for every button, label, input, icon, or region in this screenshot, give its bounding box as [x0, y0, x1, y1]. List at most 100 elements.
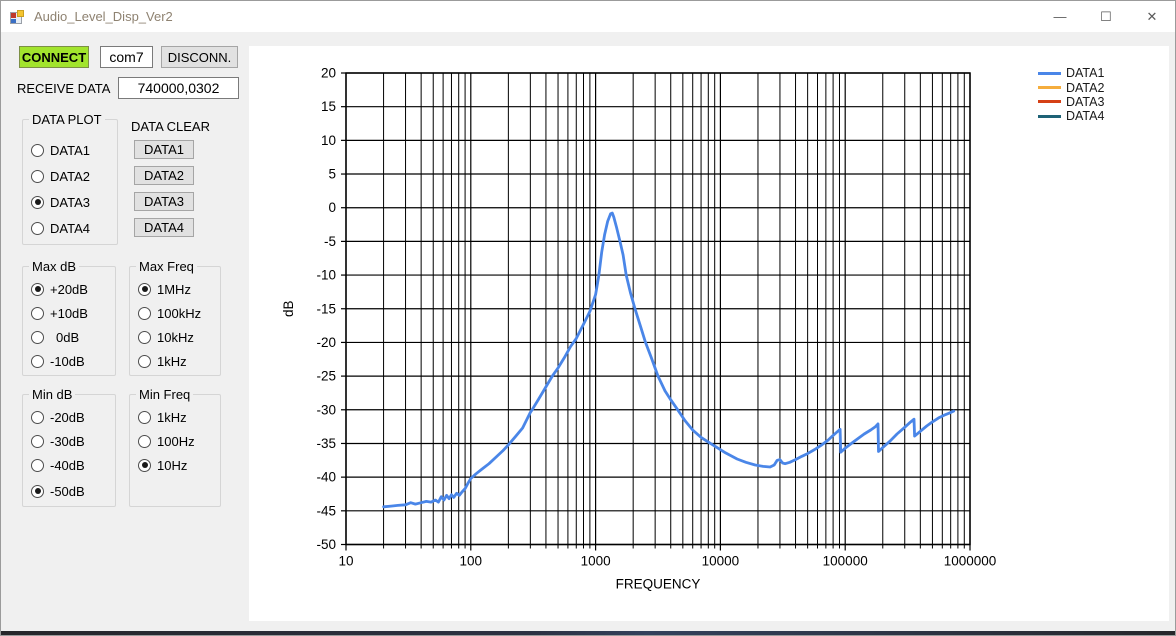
svg-text:-15: -15: [316, 301, 336, 316]
app-icon: [10, 9, 26, 24]
frequency-response-chart: 10 100 1000 10000 100000 1000000 20 15 10 5 0 -5 -10…: [281, 66, 997, 592]
radio-indicator: [31, 434, 44, 448]
data-clear-title: DATA CLEAR: [131, 119, 210, 134]
radio-indicator: [138, 282, 151, 296]
max-freq-radio-100khz[interactable]: 100kHz: [138, 305, 201, 321]
connect-button[interactable]: CONNECT: [19, 46, 89, 68]
min-freq-group: Min Freq 1kHz 100Hz 10Hz: [129, 387, 221, 507]
svg-text:-10: -10: [316, 268, 336, 283]
svg-text:10: 10: [321, 133, 336, 148]
svg-text:10000: 10000: [702, 554, 740, 569]
svg-text:5: 5: [328, 167, 336, 182]
radio-indicator: [31, 143, 44, 157]
com-port-field[interactable]: com7: [100, 46, 153, 68]
legend-line-data3: [1038, 100, 1061, 104]
radio-indicator: [138, 410, 151, 424]
svg-text:-20: -20: [316, 335, 336, 350]
svg-text:10: 10: [338, 554, 353, 569]
min-db-radio-minus20[interactable]: -20dB: [31, 409, 85, 425]
data-plot-radio-data2[interactable]: DATA2: [31, 168, 90, 184]
legend-item-data4: DATA4: [1038, 109, 1104, 123]
svg-text:FREQUENCY: FREQUENCY: [616, 577, 701, 592]
svg-text:-35: -35: [316, 436, 336, 451]
max-freq-radio-1khz[interactable]: 1kHz: [138, 353, 187, 369]
legend-line-data2: [1038, 86, 1061, 90]
data-plot-radio-data3[interactable]: DATA3: [31, 194, 90, 210]
data-plot-radio-data1[interactable]: DATA1: [31, 142, 90, 158]
window-title: Audio_Level_Disp_Ver2: [34, 9, 173, 24]
radio-indicator: [31, 484, 44, 498]
svg-text:15: 15: [321, 99, 336, 114]
legend-item-data2: DATA2: [1038, 80, 1104, 95]
legend-line-data4: [1038, 114, 1061, 118]
chart-panel: 10 100 1000 10000 100000 1000000 20 15 10 5 0 -5 -10…: [249, 46, 1169, 621]
maximize-button[interactable]: ☐: [1100, 8, 1112, 24]
receive-data-field[interactable]: 740000,0302: [118, 77, 239, 99]
radio-indicator: [138, 458, 151, 472]
data-clear-button-data2[interactable]: DATA2: [134, 166, 194, 185]
data-plot-radio-data4[interactable]: DATA4: [31, 220, 90, 236]
disconnect-button[interactable]: DISCONN.: [161, 46, 238, 68]
data-plot-group: DATA PLOT DATA1 DATA2 DATA3 DATA4: [22, 112, 118, 245]
radio-indicator: [138, 434, 151, 448]
svg-text:0: 0: [328, 200, 336, 215]
legend-item-data1: DATA1: [1038, 66, 1104, 80]
window-bottom-edge: [1, 631, 1175, 635]
svg-text:100000: 100000: [823, 554, 868, 569]
radio-indicator: [31, 221, 44, 235]
svg-text:20: 20: [321, 66, 336, 81]
svg-text:1000: 1000: [581, 554, 611, 569]
radio-indicator: [31, 354, 44, 368]
radio-indicator: [31, 410, 44, 424]
data-plot-group-title: DATA PLOT: [29, 112, 105, 127]
svg-text:1000000: 1000000: [944, 554, 997, 569]
radio-indicator: [31, 282, 44, 296]
data-clear-button-data4[interactable]: DATA4: [134, 218, 194, 237]
svg-text:-25: -25: [316, 369, 336, 384]
title-bar[interactable]: Audio_Level_Disp_Ver2 — ☐ ✕: [1, 1, 1175, 32]
chart-legend: DATA1 DATA2 DATA3 DATA4: [1038, 66, 1104, 124]
radio-indicator: [31, 306, 44, 320]
data-clear-button-data3[interactable]: DATA3: [134, 192, 194, 211]
max-db-group-title: Max dB: [29, 259, 80, 274]
min-freq-radio-100hz[interactable]: 100Hz: [138, 433, 195, 449]
max-db-radio-0[interactable]: 0dB: [31, 329, 79, 345]
svg-text:-40: -40: [316, 470, 336, 485]
max-freq-radio-10khz[interactable]: 10kHz: [138, 329, 194, 345]
min-freq-group-title: Min Freq: [136, 387, 194, 402]
min-db-radio-minus40[interactable]: -40dB: [31, 457, 85, 473]
svg-text:-50: -50: [316, 537, 336, 552]
min-db-group-title: Min dB: [29, 387, 76, 402]
max-db-radio-minus10[interactable]: -10dB: [31, 353, 85, 369]
receive-data-label: RECEIVE DATA: [17, 81, 111, 96]
max-db-radio-plus10[interactable]: +10dB: [31, 305, 88, 321]
svg-text:-30: -30: [316, 402, 336, 417]
min-freq-radio-10hz[interactable]: 10Hz: [138, 457, 187, 473]
data-clear-button-data1[interactable]: DATA1: [134, 140, 194, 159]
radio-indicator: [138, 354, 151, 368]
radio-indicator: [31, 195, 44, 209]
svg-text:dB: dB: [281, 300, 296, 317]
max-freq-group: Max Freq 1MHz 100kHz 10kHz 1kHz: [129, 259, 221, 376]
legend-item-data3: DATA3: [1038, 95, 1104, 109]
legend-line-data1: [1038, 71, 1061, 75]
close-button[interactable]: ✕: [1146, 8, 1158, 24]
radio-indicator: [31, 330, 44, 344]
radio-indicator: [31, 169, 44, 183]
min-db-radio-minus50[interactable]: -50dB: [31, 483, 85, 499]
svg-text:-5: -5: [324, 234, 336, 249]
svg-text:100: 100: [460, 554, 483, 569]
max-freq-radio-1mhz[interactable]: 1MHz: [138, 281, 191, 297]
max-freq-group-title: Max Freq: [136, 259, 197, 274]
min-db-group: Min dB -20dB -30dB -40dB -50dB: [22, 387, 116, 507]
radio-indicator: [138, 330, 151, 344]
radio-indicator: [138, 306, 151, 320]
min-db-radio-minus30[interactable]: -30dB: [31, 433, 85, 449]
radio-indicator: [31, 458, 44, 472]
minimize-button[interactable]: —: [1053, 9, 1067, 24]
svg-text:-45: -45: [316, 503, 336, 518]
max-db-radio-plus20[interactable]: +20dB: [31, 281, 88, 297]
min-freq-radio-1khz[interactable]: 1kHz: [138, 409, 187, 425]
max-db-group: Max dB +20dB +10dB 0dB -10dB: [22, 259, 116, 376]
